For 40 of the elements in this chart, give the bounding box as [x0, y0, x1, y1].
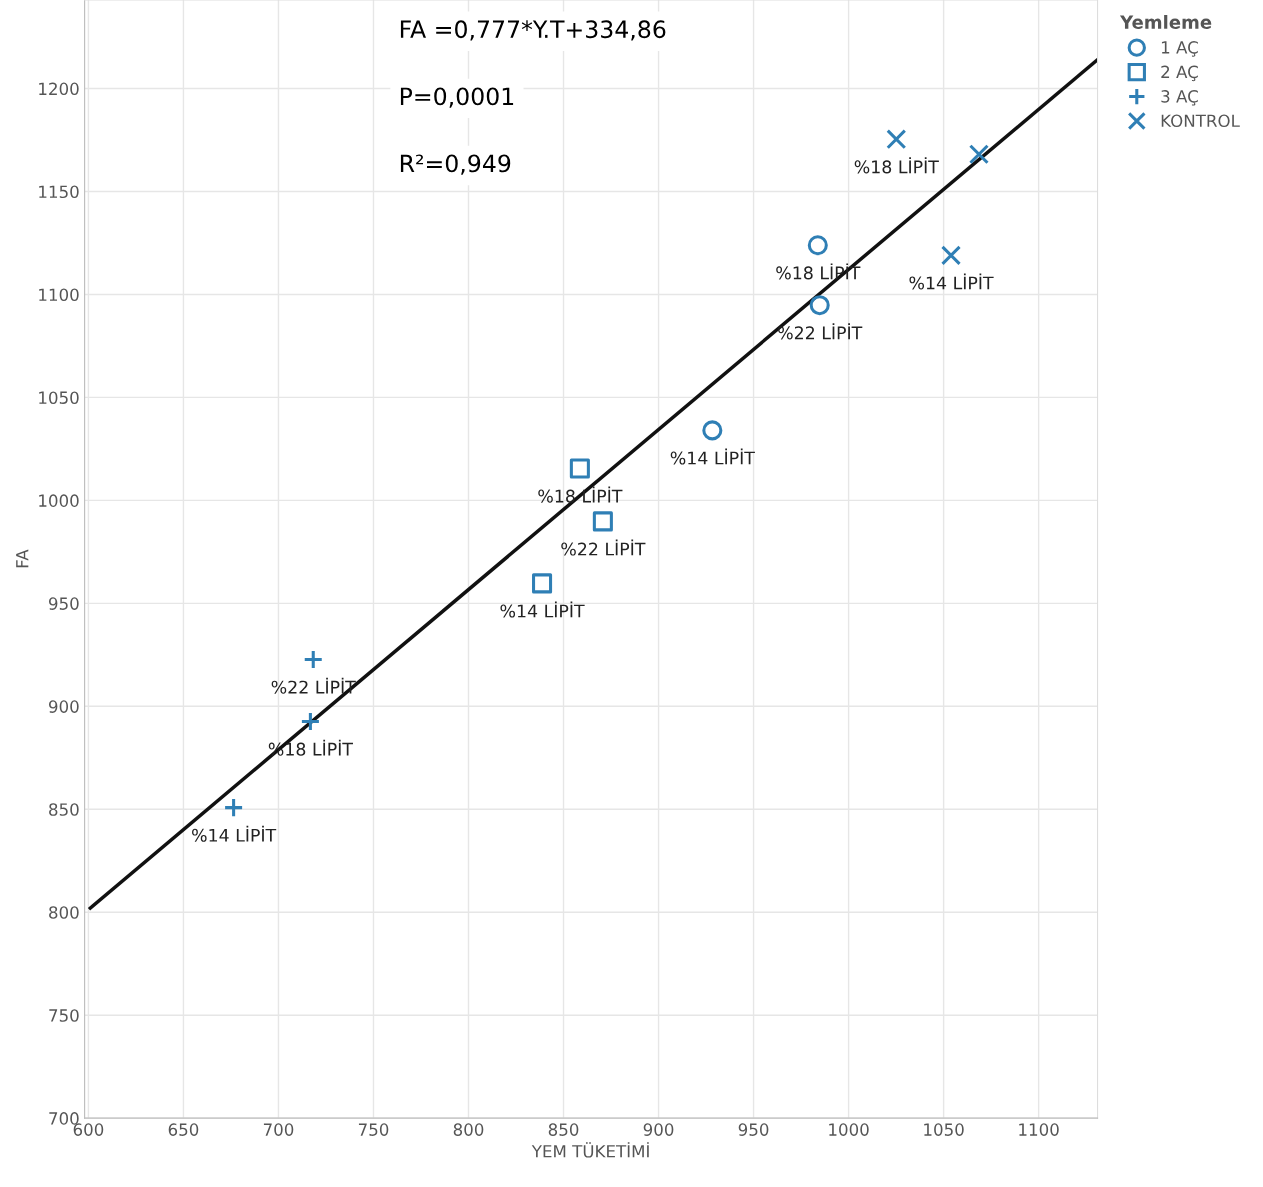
y-tick-label: 1050	[39, 391, 79, 404]
x-tick-label: 850	[548, 1123, 579, 1136]
annotation: %14 LİPİT	[670, 448, 755, 465]
y-tick-label: 800	[49, 906, 79, 919]
legend-label: 2 AÇ	[1161, 65, 1198, 82]
x-axis-title: YEM TÜKETİMİ	[531, 1142, 649, 1158]
x-tick-label: 1100	[1019, 1123, 1059, 1136]
y-tick-label: 850	[49, 803, 79, 816]
annotation: %14 LİPİT	[192, 825, 277, 842]
annotation: R²=0,949	[400, 154, 511, 175]
annotation: %22 LİPİT	[561, 539, 646, 556]
y-tick-label: 700	[49, 1112, 79, 1125]
annotation: %18 LİPİT	[538, 486, 623, 503]
x-tick-label: 600	[73, 1123, 104, 1136]
y-tick-label: 1100	[39, 288, 79, 302]
x-tick-label: 700	[263, 1123, 294, 1136]
annotation: FA =0,777*Y.T+334,86	[400, 20, 666, 41]
legend-title: Yemleme	[1119, 15, 1212, 29]
annotation: P=0,0001	[400, 87, 514, 108]
legend-label: 1 AÇ	[1161, 41, 1198, 57]
annotation: %14 LİPİT	[500, 601, 585, 618]
x-tick-label: 900	[643, 1123, 674, 1136]
y-tick-label: 950	[49, 597, 79, 610]
x-tick-label: 950	[738, 1123, 769, 1136]
x-tick-label: 650	[168, 1123, 199, 1136]
x-tick-label: 1000	[829, 1123, 869, 1136]
y-tick-label: 900	[49, 700, 79, 713]
annotation: %14 LİPİT	[909, 273, 994, 290]
x-tick-label: 750	[358, 1123, 389, 1136]
x-tick-label: 1050	[924, 1123, 964, 1136]
y-axis-title: FA	[16, 549, 29, 568]
annotation: %18 LİPİT	[854, 157, 939, 174]
legend-label: 3 AÇ	[1161, 90, 1198, 106]
x-tick-label: 800	[453, 1123, 484, 1136]
y-tick-label: 1000	[39, 494, 79, 507]
annotation: %22 LİPİT	[778, 323, 863, 340]
y-tick-label: 1200	[39, 82, 79, 96]
y-tick-label: 1150	[39, 185, 79, 199]
y-tick-label: 750	[49, 1009, 79, 1022]
legend-label: KONTROL	[1161, 114, 1240, 128]
